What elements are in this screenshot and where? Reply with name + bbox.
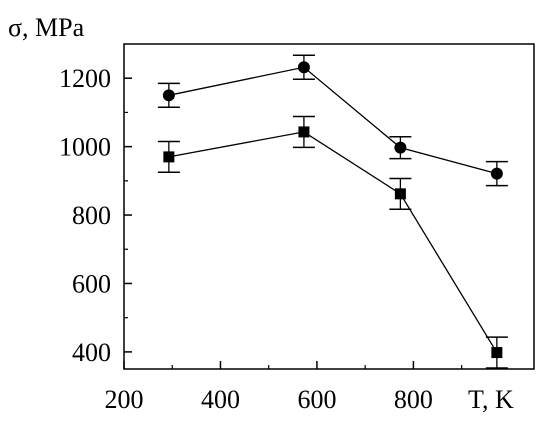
x-tick-label: 200: [105, 385, 144, 414]
y-tick-label: 1000: [59, 133, 111, 162]
axis-ticks: 200 400 600 800 400 600 800 1000 1200: [59, 64, 463, 414]
y-axis-label: σ, MPa: [8, 13, 85, 42]
series-square: [157, 115, 508, 369]
data-point: [394, 188, 406, 200]
data-point: [490, 167, 503, 180]
x-tick-label: 800: [394, 385, 433, 414]
data-point: [163, 151, 175, 163]
y-tick-label: 1200: [59, 64, 111, 93]
series-line: [168, 66, 498, 175]
plot-frame: [123, 43, 535, 370]
series-layer: [157, 54, 508, 369]
y-tick-label: 600: [72, 269, 111, 298]
y-tick-label: 800: [72, 201, 111, 230]
x-axis-label: T, K: [468, 385, 514, 414]
y-tick-label: 400: [72, 338, 111, 367]
series-line: [168, 131, 498, 353]
data-point: [297, 61, 310, 74]
data-point: [298, 126, 310, 138]
x-tick-label: 400: [201, 385, 240, 414]
x-tick-label: 600: [297, 385, 336, 414]
data-point: [394, 141, 407, 154]
data-point: [162, 89, 175, 102]
data-point: [491, 347, 503, 359]
series-circle: [157, 54, 508, 187]
